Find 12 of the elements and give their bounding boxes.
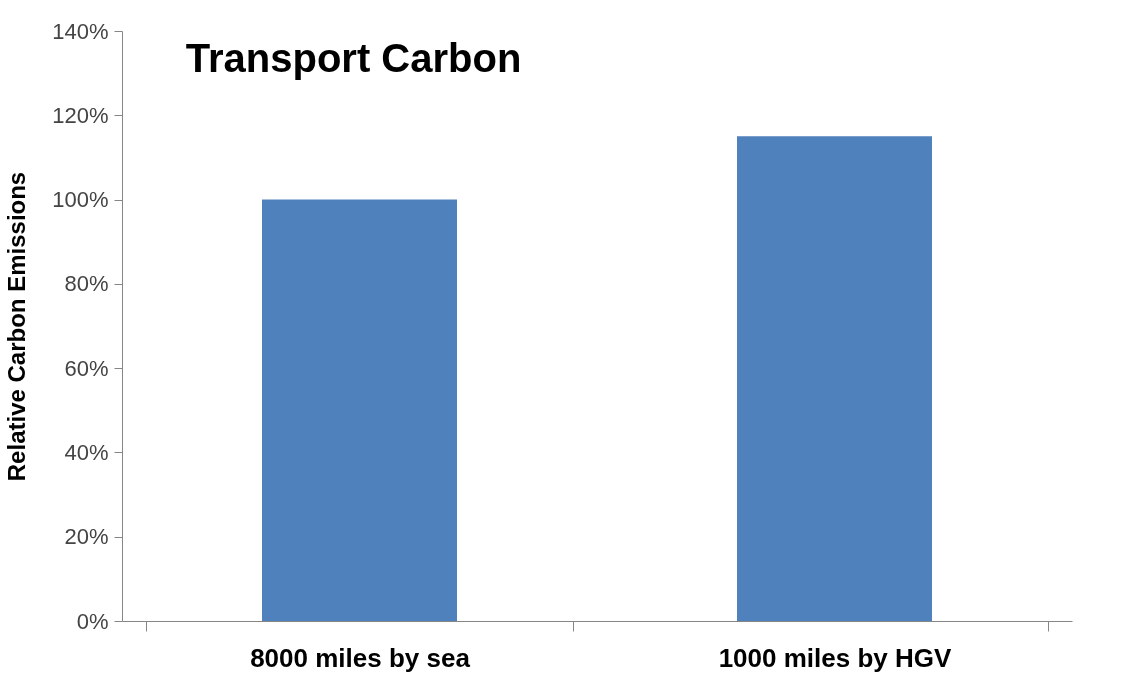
y-tick-label: 120% [52,102,109,128]
y-tick-label: 140% [52,18,109,44]
y-axis-title: Relative Carbon Emissions [3,171,31,482]
y-tick-label: 100% [52,187,109,213]
y-tick-label: 80% [64,271,109,297]
chart-title: Transport Carbon [185,36,522,80]
y-tick-label: 60% [64,355,109,381]
y-tick-label: 20% [64,524,109,550]
x-tick-label: 1000 miles by HGV [718,642,952,673]
y-tick-label: 0% [76,608,109,634]
y-tick-label: 40% [64,439,109,465]
x-tick-label: 8000 miles by sea [250,642,471,673]
